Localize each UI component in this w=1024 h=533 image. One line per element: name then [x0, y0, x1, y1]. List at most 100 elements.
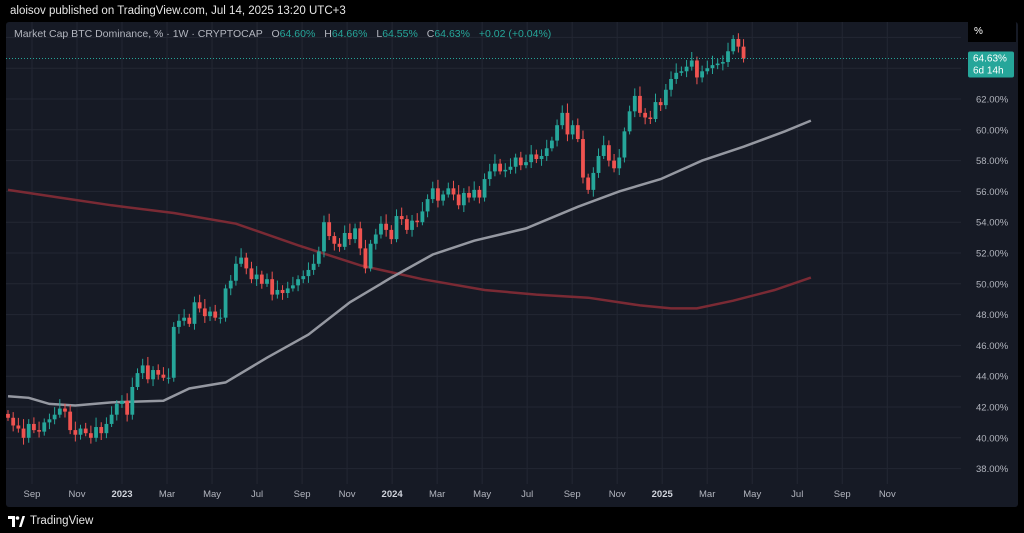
candle-body: [425, 199, 430, 212]
price-tag-bg: [968, 51, 1014, 78]
change-value: +0.02 (+0.04%): [478, 28, 552, 40]
y-tick-label: 62.00%: [976, 95, 1009, 106]
candle-body: [451, 188, 456, 195]
candle-body: [322, 222, 326, 252]
candle-body: [202, 308, 207, 317]
low-label: L: [376, 28, 383, 40]
candle-body: [638, 95, 642, 113]
candle-body: [57, 408, 62, 415]
candle-body: [705, 68, 710, 72]
fast-moving-average: [7, 119, 812, 407]
candle-body: [187, 317, 192, 324]
x-tick-label: 2025: [652, 489, 674, 500]
candle-body: [280, 289, 285, 294]
y-tick-label: 58.00%: [976, 156, 1009, 167]
candle-body: [161, 374, 166, 378]
candle-body: [296, 279, 300, 286]
candle-body: [6, 413, 10, 418]
candle-body: [332, 236, 337, 244]
y-tick-label: 40.00%: [976, 433, 1009, 444]
x-tick-label: Nov: [609, 489, 626, 500]
candle-body: [581, 139, 585, 178]
candle-body: [710, 65, 715, 69]
candle-body: [254, 274, 259, 280]
symbol-title: Market Cap BTC Dominance, % · 1W · CRYPT…: [14, 28, 263, 40]
candles: [6, 33, 746, 445]
candle-body: [140, 365, 145, 374]
candle-body: [399, 216, 404, 220]
candle-body: [586, 177, 591, 190]
candle-body: [311, 263, 316, 270]
candle-body: [394, 216, 399, 240]
y-tick-label: 56.00%: [976, 187, 1009, 198]
candle-body: [114, 403, 119, 415]
candle-body: [63, 408, 67, 412]
candle-body: [524, 162, 528, 166]
candle-body: [441, 194, 446, 201]
candle-body: [11, 417, 16, 426]
candle-body: [177, 320, 181, 327]
candle-body: [373, 234, 378, 244]
low-value: 64.55%: [382, 28, 418, 40]
published-info: aloisov published on TradingView.com, Ju…: [10, 5, 346, 17]
slow-ma-line: [7, 188, 812, 310]
candle-body: [555, 125, 559, 141]
x-tick-label: Jul: [791, 489, 803, 500]
high-label: H: [324, 28, 332, 40]
candle-body: [291, 285, 295, 289]
grid-lines: [6, 22, 961, 484]
candle-body: [715, 63, 720, 66]
candle-body: [68, 411, 73, 431]
candle-body: [674, 72, 679, 79]
candle-body: [120, 400, 124, 404]
y-tick-label: 60.00%: [976, 125, 1009, 136]
candle-body: [327, 222, 332, 237]
x-tick-label: Sep: [294, 489, 311, 500]
price-tag-value: 64.63%: [973, 53, 1007, 64]
candle-body: [125, 400, 130, 415]
x-tick-label: May: [473, 489, 491, 500]
candle-body: [570, 125, 575, 135]
candle-body: [389, 229, 394, 240]
candle-body: [601, 145, 606, 156]
candle-body: [130, 386, 135, 415]
symbol-legend: Market Cap BTC Dominance, % · 1W · CRYPT…: [14, 28, 551, 40]
x-tick-label: Sep: [24, 489, 41, 500]
candle-body: [316, 251, 321, 264]
x-tick-label: Jul: [251, 489, 263, 500]
candle-body: [482, 179, 487, 198]
fast-ma-line: [7, 119, 812, 407]
publish-bar: aloisov published on TradingView.com, Ju…: [0, 0, 1024, 22]
candle-body: [648, 117, 653, 120]
candle-body: [539, 155, 544, 160]
candle-body: [518, 157, 523, 166]
candle-body: [208, 311, 212, 317]
candle-body: [689, 60, 694, 67]
y-axis: 38.00% 40.00% 42.00% 44.00% 46.00% 48.00% 50.0…: [976, 33, 1009, 475]
unit-button[interactable]: %: [968, 22, 1016, 42]
chart-panel[interactable]: 38.00% 40.00% 42.00% 44.00% 46.00% 48.00% 50.0…: [6, 22, 1018, 507]
candle-body: [26, 423, 31, 438]
x-tick-label: Nov: [879, 489, 896, 500]
footer: TradingView: [8, 512, 93, 530]
x-tick-label: May: [203, 489, 221, 500]
y-tick-label: 48.00%: [976, 310, 1009, 321]
candle-body: [612, 160, 616, 169]
x-tick-label: Mar: [699, 489, 715, 500]
candle-body: [109, 414, 114, 424]
candle-body: [16, 425, 21, 429]
candle-body: [171, 326, 176, 378]
candle-body: [285, 288, 290, 294]
candle-body: [534, 154, 539, 160]
x-tick-label: Sep: [564, 489, 581, 500]
candle-body: [99, 427, 104, 434]
y-tick-label: 54.00%: [976, 218, 1009, 229]
candle-body: [358, 228, 363, 249]
candle-body: [244, 257, 249, 269]
candle-body: [456, 194, 461, 206]
candlestick-chart[interactable]: 38.00% 40.00% 42.00% 44.00% 46.00% 48.00% 50.0…: [6, 22, 1018, 507]
candle-body: [544, 148, 549, 156]
candle-body: [498, 163, 502, 172]
candle-body: [145, 365, 150, 380]
price-tag: 64.63% 6d 14h: [968, 51, 1014, 78]
